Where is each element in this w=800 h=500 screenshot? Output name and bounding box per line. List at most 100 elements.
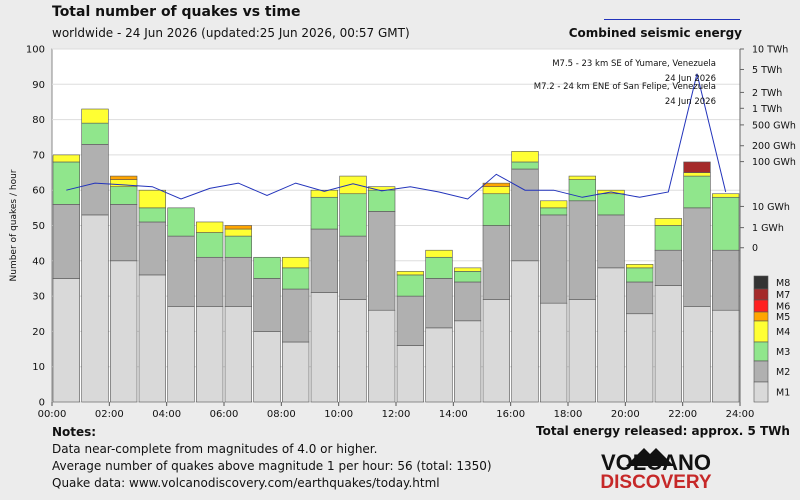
logo-line-1: VOLCANO: [601, 450, 711, 475]
bar-m2: [81, 144, 109, 216]
bar-m3: [339, 193, 367, 237]
x-tick-label: 00:00: [38, 409, 67, 420]
bar-m2: [568, 200, 596, 300]
bar-m2: [282, 288, 310, 343]
annotation-text: M7.2 - 24 km ENE of San Felipe, Venezuel…: [534, 82, 716, 92]
bar-m2: [712, 249, 740, 311]
annotation-date: 24 Jun 2026: [665, 74, 716, 84]
volcano-discovery-logo[interactable]: VOLCANO DISCOVERY: [586, 446, 726, 490]
legend-label-m1: M1: [776, 388, 790, 399]
bar-m3: [511, 161, 539, 170]
bar-m3: [310, 196, 338, 230]
total-energy: Total energy released: approx. 5 TWh: [536, 424, 790, 438]
x-tick-label: 20:00: [611, 409, 640, 420]
bar-m1: [52, 278, 80, 403]
legend-swatch-m4: [753, 320, 769, 343]
y-tick-label: 20: [32, 327, 45, 338]
legend-swatch-m6: [753, 299, 769, 313]
x-tick-label: 06:00: [210, 409, 239, 420]
energy-legend-label: Combined seismic energy: [568, 26, 742, 40]
bar-m3: [396, 274, 424, 297]
bar-m1: [425, 327, 453, 403]
bar-m3: [138, 207, 166, 223]
legend-label-m7: M7: [776, 290, 790, 301]
bar-m2: [368, 211, 396, 311]
energy-tick-label: 100 GWh: [752, 157, 796, 168]
energy-tick-label: 5 TWh: [752, 65, 782, 76]
energy-legend-line: [604, 19, 740, 20]
y-tick-label: 60: [32, 186, 45, 197]
notes-line-3: Quake data: www.volcanodiscovery.com/ear…: [52, 476, 440, 490]
bar-m3: [196, 232, 224, 258]
annotation-date: 24 Jun 2026: [665, 97, 716, 107]
legend-swatch-m3: [753, 341, 769, 362]
energy-tick-label: 0: [752, 243, 758, 254]
bar-m3: [110, 186, 138, 205]
energy-tick-label: 2 TWh: [752, 88, 782, 99]
bar-m3: [253, 256, 281, 279]
bar-m1: [511, 260, 539, 403]
legend-swatch-m8: [753, 275, 769, 290]
bar-m1: [81, 214, 109, 403]
legend-label-m3: M3: [776, 347, 790, 358]
y-axis-label: Number of quakes / hour: [9, 169, 19, 281]
x-tick-label: 02:00: [95, 409, 124, 420]
bar-m2: [110, 204, 138, 262]
bar-m1: [482, 299, 510, 403]
y-tick-label: 30: [32, 292, 45, 303]
bar-m4: [683, 172, 711, 177]
bar-m7: [683, 161, 711, 173]
bar-m3: [167, 207, 195, 237]
bar-m4: [482, 186, 510, 195]
y-tick-label: 90: [32, 80, 45, 91]
logo-line-2: DISCOVERY: [600, 472, 712, 490]
bar-m4: [626, 264, 654, 269]
bar-m3: [540, 207, 568, 216]
bar-m1: [683, 306, 711, 403]
y-tick-label: 40: [32, 256, 45, 267]
legend-label-m5: M5: [776, 312, 790, 323]
bar-m2: [253, 278, 281, 332]
x-tick-label: 18:00: [554, 409, 583, 420]
bar-m2: [167, 235, 195, 307]
bar-m1: [310, 292, 338, 403]
legend-swatch-m5: [753, 311, 769, 322]
chart-title: Total number of quakes vs time: [52, 4, 301, 20]
bar-m2: [52, 204, 80, 279]
y-tick-label: 10: [32, 362, 45, 373]
x-tick-label: 10:00: [324, 409, 353, 420]
bar-m4: [81, 108, 109, 124]
bar-m1: [138, 274, 166, 403]
bar-m1: [368, 309, 396, 403]
bar-m3: [482, 193, 510, 226]
bar-m2: [654, 249, 682, 286]
energy-tick-label: 200 GWh: [752, 141, 796, 152]
bar-m2: [482, 225, 510, 300]
energy-tick-label: 10 GWh: [752, 202, 790, 213]
bar-m4: [712, 193, 740, 198]
bar-m5: [482, 182, 510, 187]
bar-m2: [511, 168, 539, 262]
bar-m2: [138, 221, 166, 276]
bar-m1: [568, 299, 596, 403]
x-tick-label: 14:00: [439, 409, 468, 420]
bar-m1: [626, 313, 654, 403]
bar-m2: [626, 281, 654, 315]
bar-m2: [597, 214, 625, 269]
x-tick-label: 08:00: [267, 409, 296, 420]
bar-m4: [310, 189, 338, 198]
bar-m4: [568, 175, 596, 180]
bar-m1: [712, 309, 740, 403]
notes-line-1: Data near-complete from magnitudes of 4.…: [52, 442, 378, 456]
legend-label-m2: M2: [776, 367, 790, 378]
bar-m4: [196, 221, 224, 233]
notes: Notes: Data near-complete from magnitude…: [52, 424, 492, 492]
bar-m1: [339, 299, 367, 403]
bar-m1: [167, 306, 195, 403]
bar-m2: [454, 281, 482, 322]
bar-m1: [196, 306, 224, 403]
bar-m2: [540, 214, 568, 304]
bar-m1: [654, 285, 682, 403]
bar-m2: [683, 207, 711, 307]
